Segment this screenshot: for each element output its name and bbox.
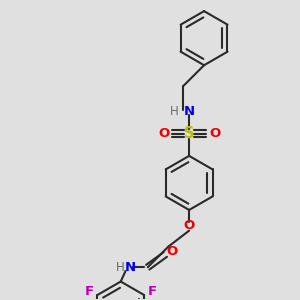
Text: F: F — [148, 285, 157, 298]
Text: F: F — [85, 285, 94, 298]
Text: O: O — [158, 127, 169, 140]
Text: N: N — [184, 105, 195, 118]
Text: N: N — [125, 261, 136, 274]
Text: O: O — [166, 245, 177, 258]
Text: O: O — [209, 127, 220, 140]
Text: O: O — [184, 219, 195, 232]
Text: S: S — [184, 126, 194, 141]
Text: H: H — [169, 105, 178, 118]
Text: H: H — [116, 261, 125, 274]
